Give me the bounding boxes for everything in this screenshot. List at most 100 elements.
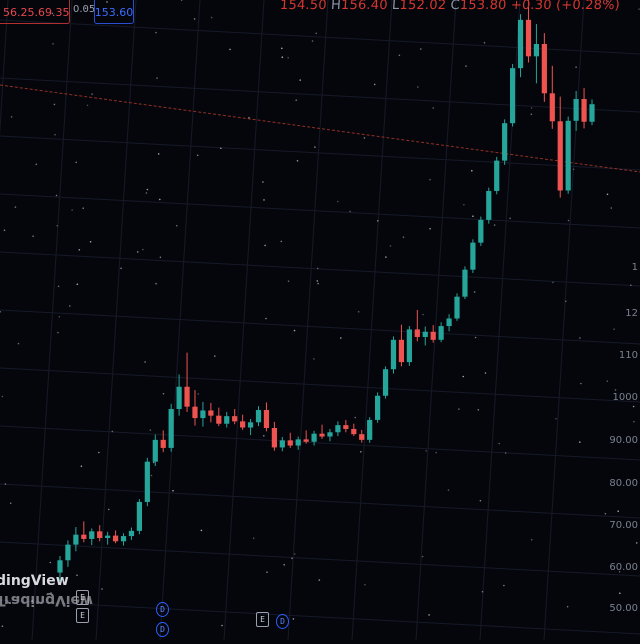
candle-body [517,19,524,69]
noise-dot [314,146,316,148]
candle-body [502,123,508,161]
noise-dot [159,256,162,259]
candle-body [120,536,127,542]
noise-dot [481,590,484,593]
candle [557,96,563,198]
noise-dot [606,193,609,196]
candle-body [57,560,63,573]
candle-body [112,535,119,542]
noise-dot [49,561,52,564]
earnings-event-marker[interactable]: E [76,608,89,623]
candle-body [128,530,135,537]
noise-dot [101,588,103,590]
noise-dot [280,240,283,243]
candle-body [65,544,71,561]
noise-dot [162,392,165,395]
noise-dot [291,557,293,560]
earnings-event-marker[interactable]: E [256,612,269,627]
grid-line-vertical [287,0,329,641]
candle [184,352,190,412]
noise-dot [220,147,222,150]
candle-body [335,425,341,433]
grid-line-horizontal [0,599,640,635]
candle [65,540,71,567]
candle-body [549,93,555,122]
candle-body [390,339,397,370]
tradingview-logo[interactable]: dingView TradingView [0,574,93,609]
noise-dot [214,355,216,357]
candle [335,421,341,437]
candle [263,402,270,432]
candle [279,437,285,452]
dividend-event-marker[interactable]: D [156,602,169,617]
candle-body [462,269,468,297]
noise-dot [106,1,108,3]
sell-price-button[interactable]: 56.25.69.35 [0,0,70,24]
candle [287,432,293,448]
noise-dot [504,452,507,454]
candle-body [287,440,293,446]
noise-dot [479,499,482,502]
dividend-event-marker[interactable]: D [156,622,169,637]
noise-dot [229,48,231,51]
candle-body [303,439,309,442]
candle [533,24,540,84]
candle-body [351,428,357,435]
noise-dot [1,395,4,398]
price-axis-label: 110 [618,350,638,361]
candle [454,293,460,321]
candle [136,499,143,535]
candle-body [160,439,166,448]
noise-dot [3,229,6,232]
noise-dot [144,361,146,363]
noise-dot [84,7,87,9]
grid-line-vertical [0,0,9,137]
buy-price: 153.60 [94,6,134,19]
noise-dot [313,358,315,360]
noise-dot [157,153,160,155]
noise-dot [193,18,196,20]
candle-body [263,409,270,428]
noise-dot [9,502,12,505]
grid-line-vertical [351,0,393,641]
dividend-event-marker[interactable]: D [276,614,289,629]
noise-dot [363,137,366,139]
noise-dot [606,380,609,383]
noise-dot [447,489,450,491]
noise-dot [420,48,422,50]
noise-dot [200,529,203,532]
noise-dot [503,584,505,587]
noise-dot [52,43,54,45]
noise-dot [340,337,342,339]
noise-dot [295,99,298,101]
noise-dot [633,420,635,423]
candle [240,414,246,430]
noise-dot [76,574,78,577]
noise-dot [360,451,362,453]
noise-dot [635,542,638,544]
noise-dot [425,450,427,452]
candle-body [81,534,87,539]
noise-dot [78,249,81,251]
grid-line-vertical [415,0,457,641]
candle [112,530,119,544]
candle [168,403,174,452]
grid-line-horizontal [0,77,640,113]
noise-dot [429,227,431,230]
price-axis-label: 90.00 [609,435,638,446]
candle-body [494,160,500,191]
noise-dot [474,336,477,339]
price-axis-label: 1 [631,262,638,273]
noise-dot [210,16,213,19]
noise-dot [175,224,178,227]
noise-dot [159,198,161,201]
noise-dot [287,280,290,283]
noise-dot [389,245,392,247]
candle-body [565,120,571,191]
buy-price-button[interactable]: 153.60 [94,0,134,24]
earnings-event-marker[interactable]: E [76,590,89,605]
candle [422,326,428,346]
noise-dot [617,510,619,512]
